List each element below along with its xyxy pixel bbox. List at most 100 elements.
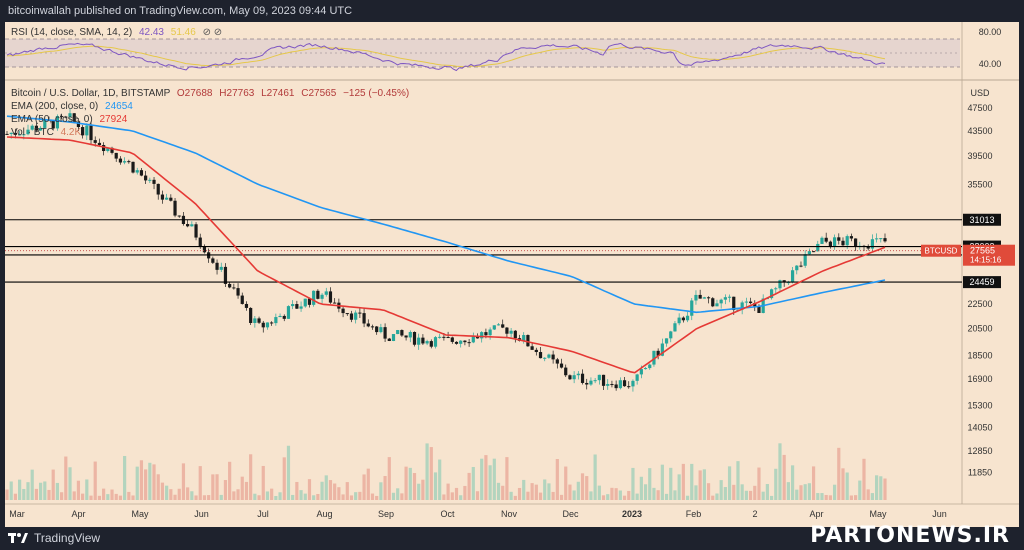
volume-bar — [488, 465, 492, 500]
candle-body — [853, 238, 858, 247]
rsi-sma-line — [6, 45, 886, 68]
volume-bar — [215, 474, 219, 500]
volume-bar — [790, 465, 795, 500]
volume-bar — [635, 493, 639, 500]
candle-body — [795, 265, 799, 271]
volume-bar — [828, 495, 832, 500]
volume-bar — [459, 495, 463, 500]
volume-bar — [156, 474, 160, 500]
candle-body — [601, 374, 606, 386]
volume-bar — [152, 464, 156, 500]
candle-body — [824, 237, 828, 242]
candle-body — [13, 132, 18, 135]
volume-bar — [816, 493, 820, 500]
rsi-tick-80: 80.00 — [979, 27, 1002, 37]
volume-bar — [509, 491, 513, 500]
candle-body — [123, 161, 127, 163]
footer-bar: TradingView PARTONEWS.IR — [0, 523, 1024, 550]
candle-body — [816, 243, 820, 252]
candle-body — [60, 116, 64, 118]
candle-body — [232, 287, 236, 289]
candle-body — [400, 330, 404, 336]
time-axis-label: 2 — [752, 509, 757, 519]
volume-bar — [648, 468, 652, 500]
volume-bar — [454, 487, 459, 500]
rsi-legend: RSI (14, close, SMA, 14, 2) 42.43 51.46 … — [11, 27, 222, 38]
candle-body — [723, 297, 727, 300]
volume-bar — [870, 493, 874, 500]
volume-bar — [589, 491, 593, 500]
candle-body — [408, 332, 412, 338]
candle-body — [732, 296, 736, 310]
volume-bar — [757, 467, 761, 500]
volume-bar — [765, 484, 769, 500]
volume-bar — [463, 485, 467, 500]
volume-bar — [811, 466, 816, 500]
volume-bar — [799, 485, 803, 500]
candle-body — [110, 147, 114, 153]
candle-body — [492, 325, 496, 330]
volume-bar — [9, 481, 13, 500]
volume-bar — [118, 495, 123, 500]
volume-bar — [207, 495, 211, 500]
candle-body — [559, 363, 564, 368]
price-tag-countdown: 14:15:16 — [970, 256, 1002, 265]
volume-bar — [732, 484, 736, 500]
candle-body — [307, 298, 312, 305]
volume-bar — [76, 480, 81, 500]
time-axis-label: Mar — [9, 509, 25, 519]
volume-bar — [274, 495, 278, 500]
candle-body — [694, 294, 698, 301]
time-axis-label: 2023 — [622, 509, 642, 519]
candle-body — [131, 161, 135, 173]
candle-body — [429, 341, 433, 347]
candle-body — [34, 125, 39, 131]
candle-body — [316, 290, 320, 299]
candle-body — [22, 134, 26, 136]
volume-bar — [664, 493, 669, 500]
volume-bar — [64, 456, 68, 500]
volume-bar — [601, 495, 606, 500]
tradingview-brand[interactable]: TradingView — [8, 531, 100, 545]
volume-bar — [354, 492, 358, 500]
candle-body — [870, 239, 874, 249]
volume-bars — [5, 443, 887, 500]
candle-body — [454, 341, 459, 344]
candle-body — [375, 326, 379, 333]
chart-svg[interactable]: 80.00 40.00 USD 47500 43500 39500 35500 2250… — [5, 22, 1019, 527]
volume-bar — [778, 443, 782, 500]
candle-body — [51, 120, 55, 129]
volume-bar — [547, 483, 551, 500]
candle-body — [211, 258, 215, 263]
volume-bar — [362, 474, 366, 500]
candle-body — [673, 323, 677, 332]
volume-bar — [160, 482, 165, 500]
watermark: PARTONEWS.IR — [810, 523, 1010, 548]
horizontal-levels — [5, 219, 962, 283]
symbol-tag — [921, 244, 961, 257]
volume-bar — [253, 493, 257, 500]
volume-bar — [438, 459, 442, 500]
ema200-line — [6, 115, 886, 314]
volume-bar — [379, 482, 383, 500]
volume-bar — [807, 483, 811, 500]
volume-bar — [320, 481, 324, 500]
price-tick-label: 47500 — [967, 103, 992, 113]
volume-bar — [475, 491, 480, 500]
candle-body — [698, 294, 702, 299]
volume-bar — [580, 473, 585, 500]
volume-bar — [30, 469, 34, 500]
candle-body — [883, 238, 887, 242]
volume-bar — [97, 495, 102, 500]
volume-bar — [501, 485, 505, 500]
volume-bar — [853, 495, 858, 500]
candle-body — [320, 294, 324, 299]
candle-body — [303, 298, 307, 307]
volume-bar — [631, 467, 635, 500]
candle-body — [467, 342, 471, 344]
candle-body — [496, 324, 501, 326]
candle-body — [64, 116, 68, 118]
eye-icon[interactable]: ⊘ ⊘ — [202, 27, 223, 38]
volume-bar — [173, 494, 177, 500]
volume-bar — [240, 476, 244, 500]
